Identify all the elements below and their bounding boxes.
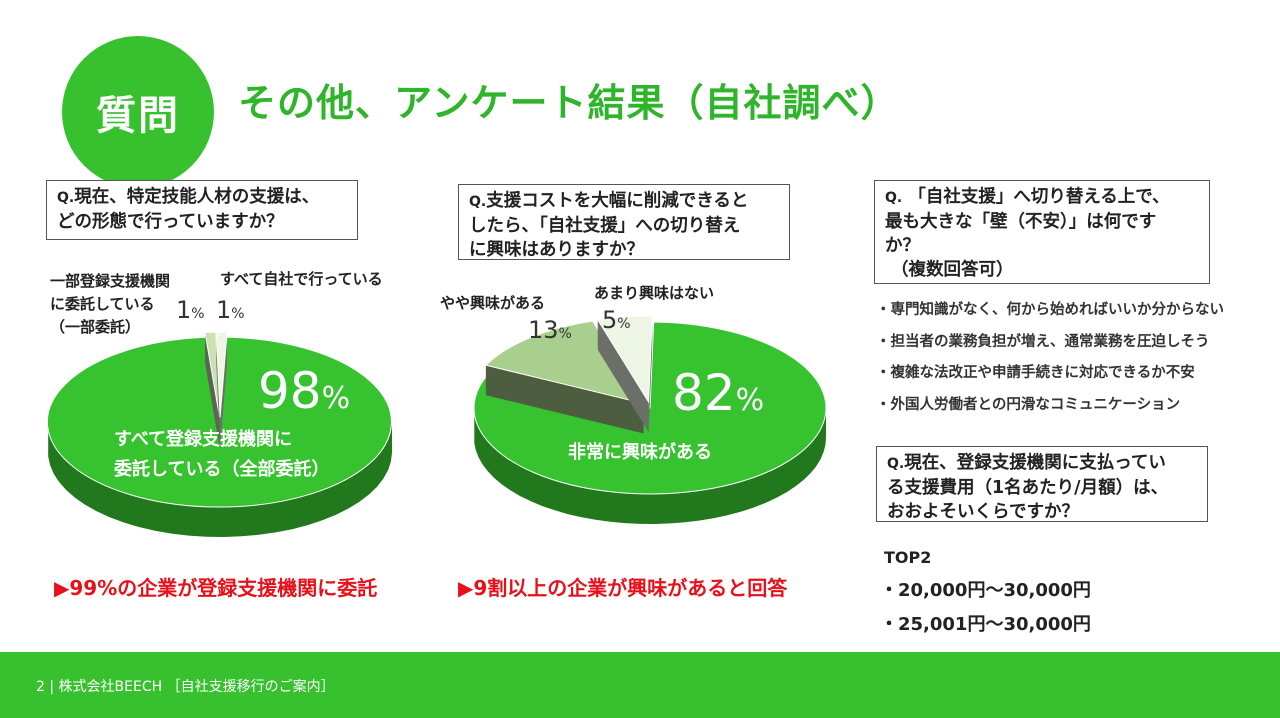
pie-slice-cut xyxy=(204,332,220,448)
pie-slice-side xyxy=(474,407,826,524)
slice-value-very: 82% xyxy=(672,364,764,422)
pie-slice-cut xyxy=(597,319,649,433)
question-3-line-1: 「自社支援」へ切り替える上で、 xyxy=(908,187,1170,207)
list-item: ・外国人労働者との円滑なコミュニケーション xyxy=(876,396,1181,413)
list-item: ・20,000円〜30,000円 xyxy=(880,580,1091,601)
slice-label-partial-line-3: （一部委託） xyxy=(50,318,141,336)
question-1-prefix: Q. xyxy=(57,190,75,206)
question-box-4: Q.現在、登録支援機関に支払ってい る支援費用（1名あたり/月額）は、 おおよそ… xyxy=(876,446,1208,522)
question-3-line-4: （複数回答可） xyxy=(891,260,1014,280)
question-box-2: Q.支援コストを大幅に削減できると したら、「自社支援」への切り替え に興味はあ… xyxy=(458,184,790,260)
question-1-line-2: どの形態で行っていますか？ xyxy=(57,212,284,232)
slice-value-partial-unit: % xyxy=(191,306,205,322)
slice-value-full-unit: % xyxy=(321,381,351,416)
slice-value-not-much: 5% xyxy=(602,306,631,334)
question-2-line-1: 支援コストを大幅に削減できると xyxy=(486,191,749,211)
pie-slice-top xyxy=(596,315,653,404)
pie-slice-2 xyxy=(596,315,653,433)
question-2-line-3: に興味はありますか？ xyxy=(469,240,644,260)
slice-value-inhouse-number: 1 xyxy=(216,296,232,324)
pie-slice-2 xyxy=(215,331,228,448)
pie-slice-cut xyxy=(485,365,644,434)
slice-value-very-unit: % xyxy=(735,383,765,418)
slice-value-partial-number: 1 xyxy=(176,296,192,324)
slice-label-inhouse: すべて自社で行っている xyxy=(220,270,383,288)
list-item: ・専門知識がなく、何から始めればいいか分からない xyxy=(876,302,1224,318)
slice-label-very: 非常に興味がある xyxy=(568,442,712,463)
badge-text: 質問 xyxy=(96,93,180,139)
question-box-3: Q. 「自社支援」へ切り替える上で、 最も大きな「壁（不安）」は何です か？ （… xyxy=(874,180,1210,284)
pie-slice-cut xyxy=(220,332,228,448)
question-4-prefix: Q. xyxy=(887,456,905,472)
slice-value-not-much-number: 5 xyxy=(602,306,618,334)
question-4-line-2: る支援費用（1名あたり/月額）は、 xyxy=(887,478,1169,498)
slice-value-very-number: 82 xyxy=(672,364,736,422)
pie-slice-top xyxy=(473,321,827,495)
list-item: ・担当者の業務負担が増え、通常業務を圧迫しそう xyxy=(876,333,1210,350)
footer-text: 2 | 株式会社BEECH ［自社支援移行のご案内］ xyxy=(36,679,335,695)
concern-list: ・専門知識がなく、何から始めればいいか分からない ・担当者の業務負担が増え、通常… xyxy=(876,298,1224,424)
question-3-line-2: 最も大きな「壁（不安）」は何です xyxy=(885,212,1157,232)
question-2-prefix: Q. xyxy=(469,194,487,210)
question-4-line-1: 現在、登録支援機関に支払ってい xyxy=(904,453,1166,473)
pie-slice-side xyxy=(48,422,392,537)
slice-value-somewhat-unit: % xyxy=(558,326,572,342)
slice-value-full-number: 98 xyxy=(258,362,322,420)
finding-1: ▶99%の企業が登録支援機関に委託 xyxy=(54,576,378,600)
slice-value-somewhat: 13% xyxy=(528,316,572,344)
question-3-prefix: Q. xyxy=(885,190,903,206)
question-box-1: Q.現在、特定技能人材の支援は、 どの形態で行っていますか？ xyxy=(46,180,358,240)
footer-bar: 2 | 株式会社BEECH ［自社支援移行のご案内］ xyxy=(0,652,1280,718)
question-1-line-1: 現在、特定技能人材の支援は、 xyxy=(74,187,320,207)
top2-list: ・20,000円〜30,000円 ・25,001円〜30,000円 xyxy=(880,576,1091,644)
question-4-line-3: おおよそいくらですか？ xyxy=(887,502,1079,522)
slice-value-inhouse: 1% xyxy=(216,296,245,324)
question-3-line-3: か？ xyxy=(885,236,920,256)
finding-2: ▶9割以上の企業が興味があると回答 xyxy=(458,576,788,600)
top2-heading: TOP2 xyxy=(884,548,932,567)
pie-chart-support-form xyxy=(46,331,392,537)
slice-label-somewhat: やや興味がある xyxy=(440,294,546,312)
pie-slice-top xyxy=(215,331,228,418)
page-title: その他、アンケート結果（自社調べ） xyxy=(238,81,900,125)
slice-value-full: 98% xyxy=(258,362,350,420)
slice-label-partial-line-2: に委託している xyxy=(50,295,155,313)
slice-label-full-line-2: 委託している（全部委託） xyxy=(114,459,330,480)
pie-slice-top xyxy=(204,331,221,418)
slice-value-partial: 1% xyxy=(176,296,205,324)
slice-value-inhouse-unit: % xyxy=(231,306,245,322)
slice-label-not-much: あまり興味はない xyxy=(594,284,715,302)
list-item: ・複雑な法改正や申請手続きに対応できるか不安 xyxy=(876,365,1195,381)
slice-label-partial-line-1: 一部登録支援機関 xyxy=(50,272,171,290)
pie-slice-0 xyxy=(473,321,827,524)
slice-label-full-line-1: すべて登録支援機関に xyxy=(114,429,293,450)
pie-chart-interest xyxy=(473,315,827,524)
list-item: ・25,001円〜30,000円 xyxy=(880,614,1091,635)
slice-value-somewhat-number: 13 xyxy=(528,316,559,344)
question-badge: 質問 xyxy=(62,36,214,188)
question-2-line-2: したら、「自社支援」への切り替え xyxy=(469,216,741,236)
slice-value-not-much-unit: % xyxy=(617,316,631,332)
